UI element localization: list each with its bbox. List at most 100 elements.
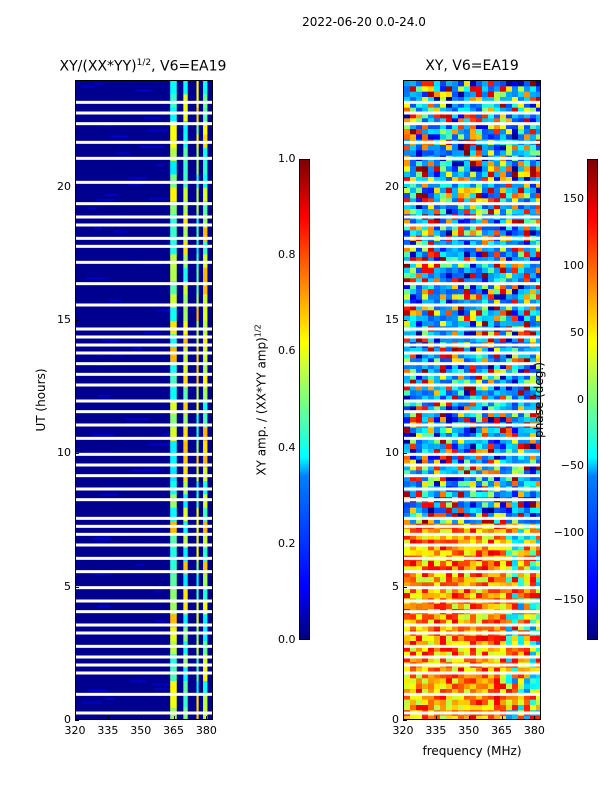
phase-cell xyxy=(440,529,447,535)
phase-cell xyxy=(440,550,447,557)
phase-cell xyxy=(506,331,513,338)
phase-cell xyxy=(440,262,447,269)
phase-cell xyxy=(440,513,447,519)
phase-cell xyxy=(506,475,513,482)
phase-cell xyxy=(434,299,441,306)
amp-heatmap-svg xyxy=(76,81,212,719)
phase-cell xyxy=(422,289,429,295)
phase-cell xyxy=(500,454,507,461)
phase-cell xyxy=(464,107,471,114)
amp-band-cell xyxy=(203,334,208,349)
phase-cell xyxy=(428,390,435,397)
phase-cell xyxy=(446,331,453,338)
phase-cell xyxy=(434,625,441,631)
phase-cell xyxy=(446,102,453,109)
phase-cell xyxy=(530,123,537,130)
amp-texture-cell xyxy=(144,468,162,471)
phase-cell xyxy=(488,603,495,610)
phase-cell xyxy=(476,699,483,706)
phase-cell xyxy=(464,305,471,311)
phase-cell xyxy=(476,294,483,301)
phase-cell xyxy=(428,182,435,189)
phase-cell xyxy=(476,246,483,253)
phase-cell xyxy=(452,198,459,205)
phase-cell xyxy=(494,97,501,103)
phase-cell xyxy=(428,433,435,439)
phase-cell xyxy=(506,97,513,103)
phase-cell xyxy=(410,81,417,87)
phase-cell xyxy=(410,614,417,621)
amp-band-cell xyxy=(203,561,208,575)
phase-cell xyxy=(446,625,453,631)
phase-cell xyxy=(470,161,477,167)
phase-cell xyxy=(476,587,483,594)
phase-cell xyxy=(476,539,483,546)
phase-cell xyxy=(410,134,417,141)
phase-cell xyxy=(530,209,537,215)
phase-cell xyxy=(428,294,435,301)
phase-cell xyxy=(416,225,423,231)
phase-cell xyxy=(530,635,537,642)
phase-cell xyxy=(428,203,435,210)
amp-texture-cell xyxy=(162,433,170,436)
phase-cell xyxy=(440,145,447,151)
phase-cell xyxy=(434,374,441,381)
phase-cell xyxy=(488,331,495,338)
phase-cell xyxy=(488,694,495,701)
phase-cell xyxy=(422,683,429,690)
phase-cell xyxy=(530,257,537,263)
amp-flag-gap xyxy=(76,362,212,366)
phase-cell xyxy=(536,230,540,237)
phase-cell xyxy=(476,449,483,455)
phase-cell xyxy=(404,534,411,541)
phase-cell xyxy=(416,182,423,189)
phase-cell xyxy=(512,673,519,679)
phase-cell xyxy=(524,577,531,583)
phase-cell xyxy=(494,577,501,583)
phase-cell xyxy=(428,193,435,199)
phase-cell xyxy=(464,657,471,663)
phase-cell xyxy=(452,177,459,183)
phase-cell xyxy=(422,401,429,407)
phase-cell xyxy=(446,678,453,685)
phase-flag-gap xyxy=(404,327,540,331)
phase-cell xyxy=(416,401,423,407)
phase-cell xyxy=(464,182,471,189)
phase-cell xyxy=(512,257,519,263)
phase-cell xyxy=(518,171,525,178)
phase-cell xyxy=(434,246,441,253)
phase-cell xyxy=(410,587,417,594)
phase-cell xyxy=(512,102,519,109)
phase-cell xyxy=(488,150,495,157)
phase-cell xyxy=(530,673,537,679)
phase-cell xyxy=(446,321,453,327)
phase-cell xyxy=(428,358,435,365)
phase-cell xyxy=(512,667,519,674)
phase-flag-gap xyxy=(404,655,540,659)
phase-cell xyxy=(494,86,501,93)
phase-cell xyxy=(470,427,477,434)
phase-cell xyxy=(446,369,453,375)
phase-cell xyxy=(536,587,540,594)
phase-cell xyxy=(464,353,471,359)
phase-cell xyxy=(470,347,477,354)
phase-cell xyxy=(434,667,441,674)
phase-cell xyxy=(434,577,441,583)
phase-cell xyxy=(476,614,483,621)
phase-cell xyxy=(458,657,465,663)
amp-band-cell xyxy=(203,281,208,295)
phase-cell xyxy=(494,161,501,167)
phase-cell xyxy=(506,390,513,397)
phase-cell xyxy=(428,678,435,685)
phase-cell xyxy=(476,145,483,151)
phase-cell xyxy=(434,129,441,135)
amp-band-cell xyxy=(203,361,208,375)
phase-cell xyxy=(404,102,411,109)
phase-cell xyxy=(446,294,453,301)
phase-cell xyxy=(464,459,471,466)
phase-cell xyxy=(494,619,501,626)
phase-cell xyxy=(506,454,513,461)
phase-cell xyxy=(512,219,519,226)
amp-texture-cell xyxy=(124,418,150,421)
phase-cell xyxy=(476,171,483,178)
